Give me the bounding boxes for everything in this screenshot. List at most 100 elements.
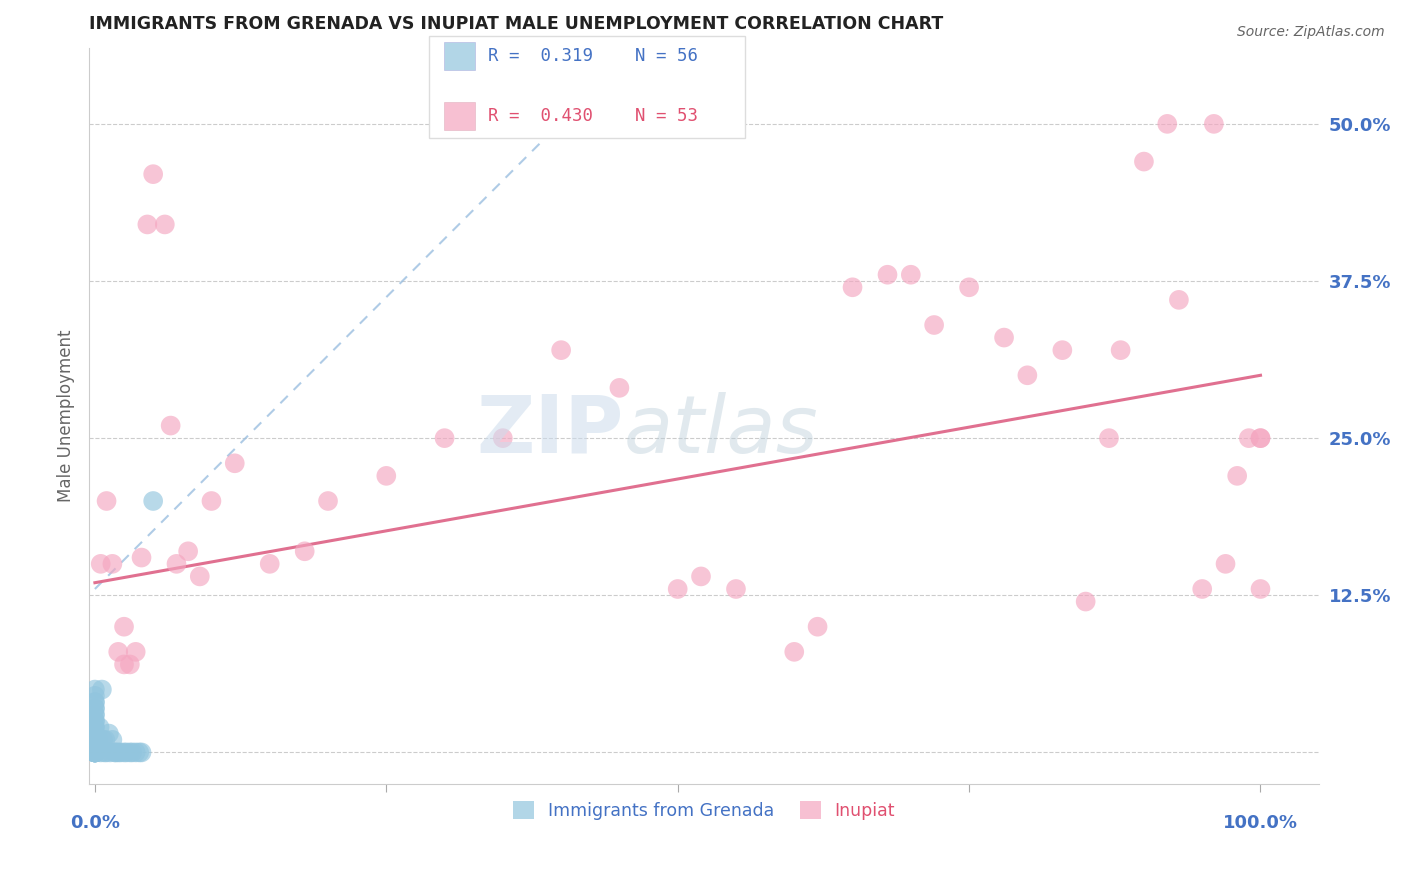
Point [142, 167, 165, 181]
Point [118, 657, 141, 672]
Point [957, 280, 980, 294]
Point [83, 746, 105, 760]
Point [125, 746, 148, 760]
Point [104, 746, 127, 760]
Point [1098, 431, 1121, 445]
Point [83, 746, 105, 760]
Point [83, 746, 105, 760]
Point [83, 739, 105, 753]
Point [153, 218, 176, 232]
Point [94, 732, 117, 747]
Point [83, 739, 105, 753]
Point [83, 732, 105, 747]
Point [125, 645, 148, 659]
Point [83, 695, 105, 709]
Point [115, 746, 138, 760]
Point [118, 746, 141, 760]
Point [806, 620, 828, 634]
Point [83, 682, 105, 697]
Point [922, 318, 945, 332]
Point [90, 557, 112, 571]
Point [177, 544, 200, 558]
Legend: Immigrants from Grenada, Inupiat: Immigrants from Grenada, Inupiat [506, 794, 903, 827]
Point [131, 746, 153, 760]
Point [83, 714, 105, 728]
Point [666, 582, 689, 596]
Point [1226, 468, 1249, 483]
Point [1202, 117, 1225, 131]
Y-axis label: Male Unemployment: Male Unemployment [58, 330, 75, 502]
Point [993, 330, 1015, 344]
Text: 0.0%: 0.0% [70, 814, 120, 832]
Point [900, 268, 922, 282]
Point [86, 739, 108, 753]
Point [84, 746, 107, 760]
Point [1156, 117, 1178, 131]
Point [83, 746, 105, 760]
Point [550, 343, 572, 358]
Point [83, 746, 105, 760]
Point [1167, 293, 1189, 307]
Point [83, 720, 105, 734]
Point [101, 557, 124, 571]
Point [1052, 343, 1074, 358]
Point [690, 569, 713, 583]
Point [112, 620, 135, 634]
Text: R =  0.319    N = 56: R = 0.319 N = 56 [488, 47, 697, 65]
Point [112, 657, 135, 672]
Point [83, 714, 105, 728]
Point [83, 726, 105, 740]
Point [783, 645, 806, 659]
Text: ZIP: ZIP [477, 392, 624, 470]
Point [83, 701, 105, 715]
Point [128, 746, 150, 760]
Text: R =  0.430    N = 53: R = 0.430 N = 53 [488, 107, 697, 125]
Point [1017, 368, 1039, 383]
Point [166, 557, 188, 571]
Point [724, 582, 747, 596]
Point [83, 707, 105, 722]
Point [1250, 431, 1272, 445]
Point [98, 746, 121, 760]
Point [1074, 594, 1097, 608]
Point [83, 732, 105, 747]
Point [1250, 582, 1272, 596]
Point [433, 431, 456, 445]
Point [83, 746, 105, 760]
Point [89, 720, 111, 734]
Point [96, 746, 118, 760]
Text: IMMIGRANTS FROM GRENADA VS INUPIAT MALE UNEMPLOYMENT CORRELATION CHART: IMMIGRANTS FROM GRENADA VS INUPIAT MALE … [89, 15, 943, 33]
Point [104, 746, 127, 760]
Point [83, 689, 105, 703]
Point [121, 746, 143, 760]
Point [1133, 154, 1156, 169]
Point [224, 456, 246, 470]
Point [841, 280, 863, 294]
Point [1237, 431, 1260, 445]
Point [1215, 557, 1237, 571]
Point [110, 746, 132, 760]
Point [200, 494, 222, 508]
Point [83, 746, 105, 760]
Point [84, 732, 107, 747]
Point [1109, 343, 1132, 358]
Point [83, 701, 105, 715]
Point [83, 695, 105, 709]
Text: Source: ZipAtlas.com: Source: ZipAtlas.com [1237, 25, 1385, 39]
Point [93, 746, 115, 760]
Point [159, 418, 181, 433]
Point [83, 707, 105, 722]
Point [96, 494, 118, 508]
Point [83, 726, 105, 740]
Point [83, 720, 105, 734]
Point [876, 268, 898, 282]
Point [83, 746, 105, 760]
Point [1191, 582, 1213, 596]
Point [316, 494, 339, 508]
Point [101, 732, 124, 747]
Point [90, 682, 112, 697]
Point [1250, 431, 1272, 445]
Point [609, 381, 631, 395]
Point [107, 645, 129, 659]
Point [131, 550, 153, 565]
